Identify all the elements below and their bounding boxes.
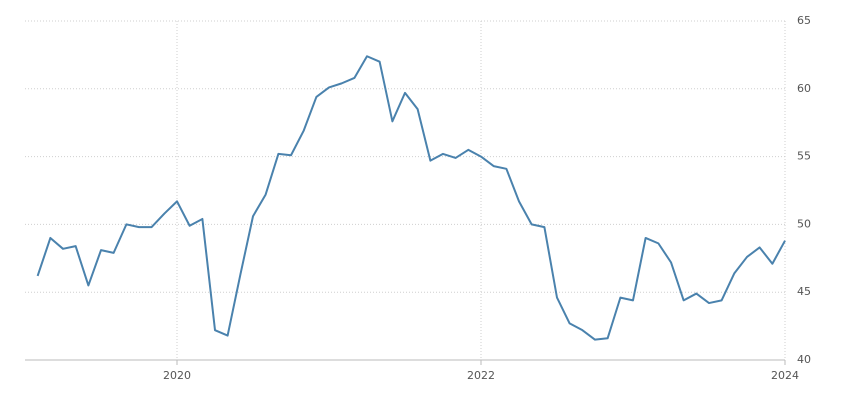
y-tick-label: 65	[797, 14, 811, 27]
y-tick-label: 60	[797, 82, 811, 95]
y-tick-label: 45	[797, 285, 811, 298]
y-tick-label: 40	[797, 353, 811, 366]
x-tick-label: 2022	[467, 369, 495, 382]
x-tick-label: 2024	[771, 369, 799, 382]
y-tick-label: 50	[797, 217, 811, 230]
x-tick-label: 2020	[163, 369, 191, 382]
data-line	[36, 55, 786, 341]
y-tick-label: 55	[797, 150, 811, 163]
